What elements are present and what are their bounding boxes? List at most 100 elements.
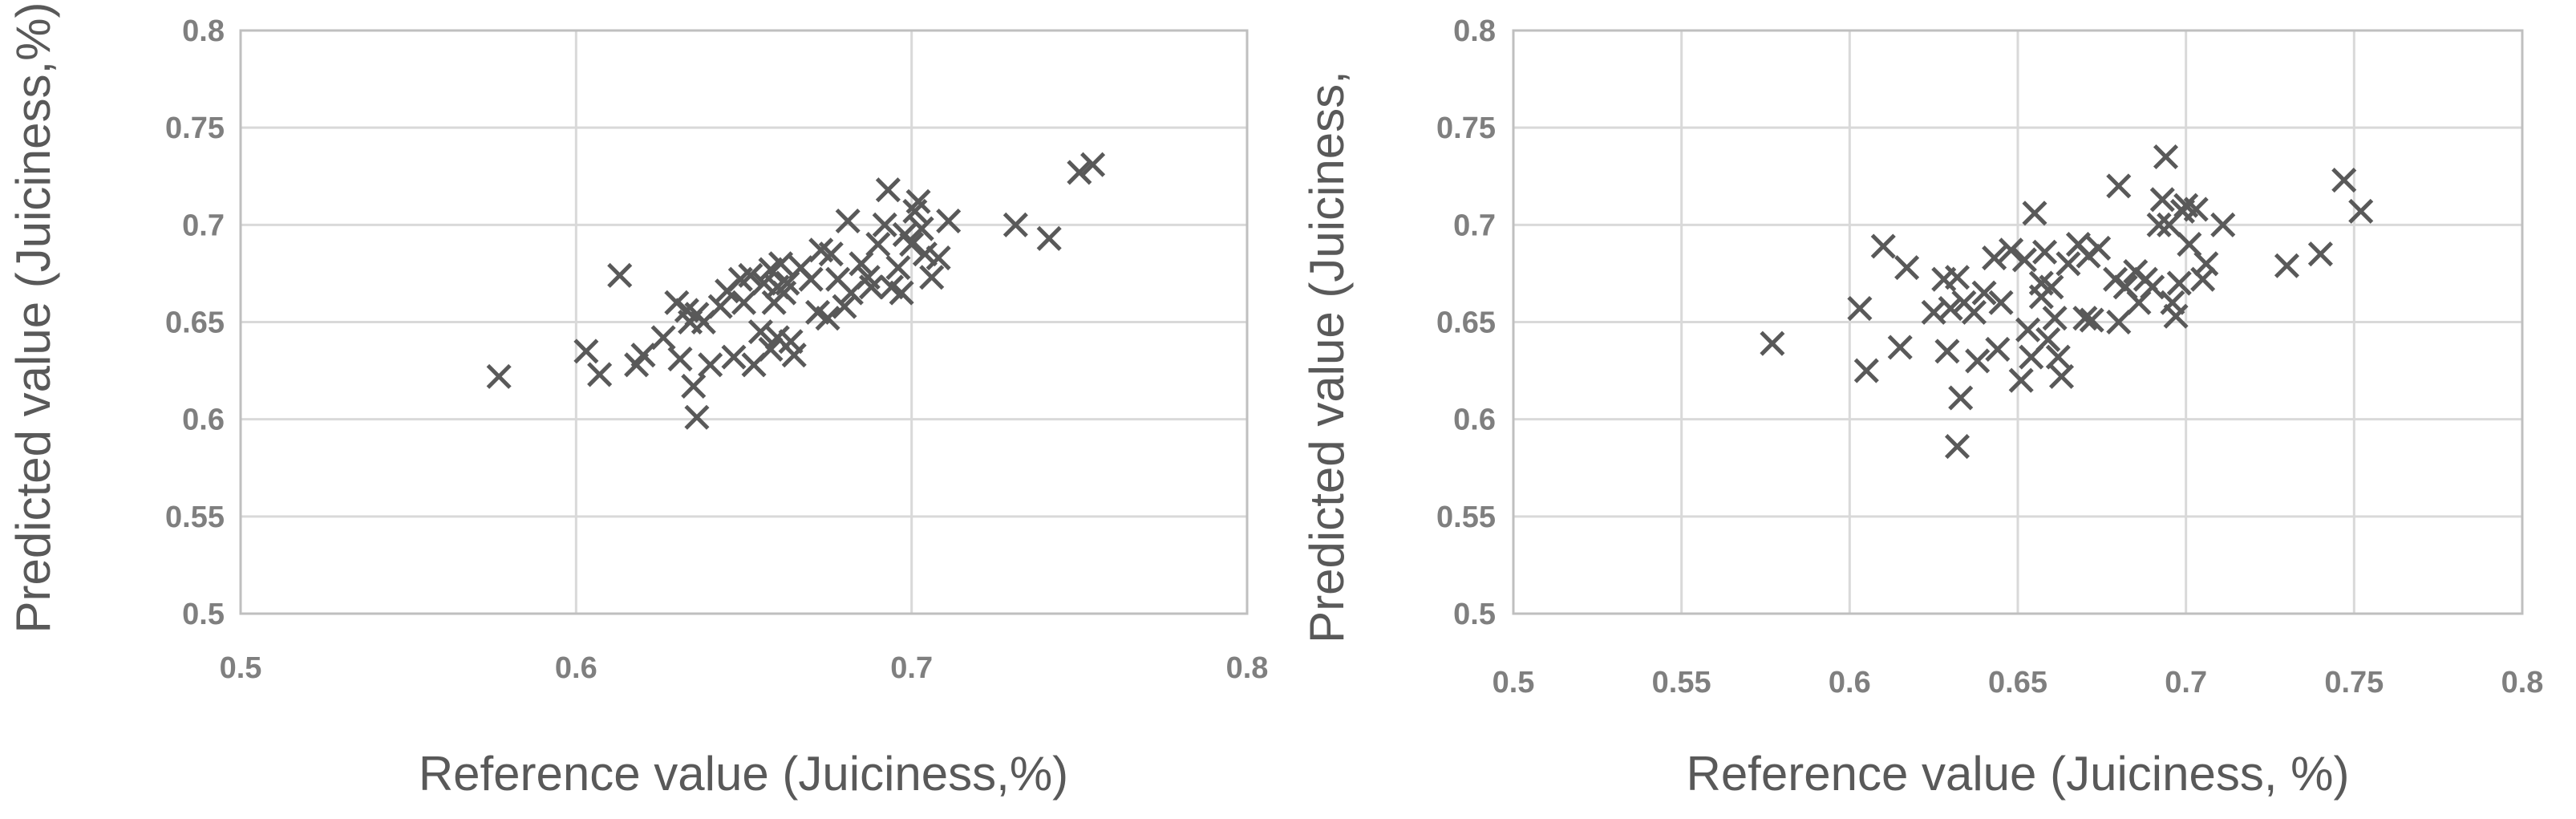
data-point-x-marker (738, 262, 763, 288)
data-point-x-marker (2086, 235, 2112, 261)
data-point-x-marker (815, 306, 840, 331)
data-point-x-marker (875, 177, 901, 203)
data-point-x-marker (909, 216, 934, 241)
y-tick-label: 0.75 (165, 111, 225, 145)
data-point-x-marker (587, 362, 613, 387)
y-tick-label: 0.65 (1436, 306, 1496, 340)
y-axis-title: Predicted value (Juiciness,%) (6, 2, 60, 633)
data-point-x-marker (573, 339, 599, 364)
data-point-x-marker (1938, 296, 1963, 322)
y-tick-label: 0.65 (165, 306, 225, 340)
y-tick-label: 0.7 (1453, 209, 1496, 242)
y-tick-label: 0.75 (1436, 111, 1496, 145)
data-point-x-marker (681, 373, 707, 399)
data-point-x-marker (912, 241, 938, 267)
chart-grid (1512, 29, 2524, 615)
data-point-x-marker (2160, 290, 2185, 315)
data-point-x-marker (832, 294, 857, 319)
y-tick-label: 0.5 (182, 598, 225, 631)
x-tick-label: 0.55 (1652, 666, 1711, 699)
plot-area-border (239, 29, 1249, 615)
data-point-x-marker (2008, 367, 2034, 393)
data-point-x-marker (858, 274, 885, 300)
data-point-x-marker (1080, 152, 1106, 177)
data-point-x-marker (707, 294, 733, 319)
data-point-x-marker (892, 221, 917, 247)
data-point-x-marker (798, 266, 824, 292)
x-tick-label: 0.7 (2165, 666, 2207, 699)
x-axis-title: Reference value (Juiciness, %) (1686, 747, 2349, 801)
data-point-x-marker (1944, 265, 1970, 290)
data-point-x-marker (1894, 255, 1920, 281)
data-point-x-marker (2048, 363, 2075, 389)
data-point-x-marker (1944, 434, 1970, 460)
scatter-chart-right: 0.50.550.60.650.70.750.8 0.5 0.55 0.6 0.65 0… (1300, 14, 2543, 801)
y-tick-label: 0.55 (1436, 501, 1496, 534)
data-point-x-marker (721, 344, 747, 370)
data-point-x-marker (2032, 239, 2058, 265)
data-point-x-marker (667, 347, 693, 372)
data-point-x-marker (885, 255, 911, 281)
data-point-x-marker (1982, 245, 2007, 271)
data-point-x-marker (607, 262, 633, 288)
data-point-x-marker (698, 352, 723, 378)
y-axis-title: Predicted value (Juiciness, (1300, 71, 1354, 643)
data-point-x-marker (2177, 232, 2202, 257)
x-tick-label: 0.65 (1988, 666, 2047, 699)
data-point-x-marker (2106, 309, 2132, 335)
data-point-x-marker (2331, 168, 2357, 193)
data-point-x-marker (1988, 290, 2014, 315)
x-tick-label: 0.5 (1493, 666, 1535, 699)
y-tick-label: 0.55 (165, 501, 225, 534)
data-point-x-marker (2079, 307, 2104, 333)
data-point-x-marker (768, 251, 794, 277)
data-point-x-marker (2149, 187, 2175, 213)
data-point-x-marker (925, 245, 951, 271)
data-point-x-marker (781, 343, 807, 368)
data-point-x-marker (2039, 274, 2064, 300)
data-point-x-marker (899, 232, 925, 257)
y-tick-labels: 0.5 0.55 0.6 0.65 0.7 0.75 0.8 (165, 14, 225, 631)
x-tick-labels: 0.5 0.55 0.6 0.65 0.7 0.75 0.8 (1493, 666, 2544, 699)
data-point-x-marker (758, 257, 784, 282)
scatter-chart-left: 0.5 0.55 0.6 0.65 0.7 0.75 0.8 0.5 0.6 0.7 0.8 Re… (6, 2, 1268, 801)
data-point-x-marker (879, 274, 905, 300)
x-tick-label: 0.6 (555, 651, 597, 685)
x-tick-label: 0.5 (220, 651, 262, 685)
chart-grid (239, 29, 1249, 615)
data-point-x-marker (2011, 247, 2037, 273)
x-tick-labels: 0.5 0.6 0.7 0.8 (220, 651, 1269, 685)
data-point-x-marker (835, 208, 861, 234)
data-point-x-marker (905, 189, 931, 214)
data-point-x-marker (1067, 160, 1092, 185)
data-point-x-marker (1948, 385, 1974, 411)
data-point-x-marker (2153, 144, 2179, 170)
data-point-x-marker (1870, 233, 1896, 259)
data-point-x-marker (1999, 237, 2024, 263)
x-axis-title: Reference value (Juiciness,%) (419, 747, 1068, 801)
data-point-x-marker (2193, 251, 2219, 277)
data-point-x-marker (2307, 241, 2333, 267)
data-points (486, 152, 1106, 430)
data-point-x-marker (2163, 303, 2189, 329)
data-point-x-marker (1002, 212, 1028, 237)
data-point-x-marker (2045, 344, 2071, 370)
data-point-x-marker (2022, 201, 2047, 226)
y-tick-label: 0.5 (1453, 598, 1496, 631)
data-point-x-marker (1965, 348, 1991, 374)
data-point-x-marker (2106, 173, 2132, 199)
data-point-x-marker (2035, 326, 2061, 352)
data-point-x-marker (2015, 317, 2041, 343)
data-point-x-marker (2072, 306, 2098, 331)
data-point-x-marker (849, 251, 874, 277)
data-point-x-marker (1887, 334, 1913, 360)
data-point-x-marker (865, 232, 891, 257)
data-point-x-marker (818, 241, 844, 267)
data-point-x-marker (1760, 330, 1785, 356)
y-tick-labels: 0.5 0.55 0.6 0.65 0.7 0.75 0.8 (1436, 14, 1496, 631)
data-point-x-marker (2183, 197, 2209, 222)
data-point-x-marker (919, 265, 945, 290)
data-point-x-marker (758, 336, 784, 362)
data-point-x-marker (747, 319, 773, 345)
